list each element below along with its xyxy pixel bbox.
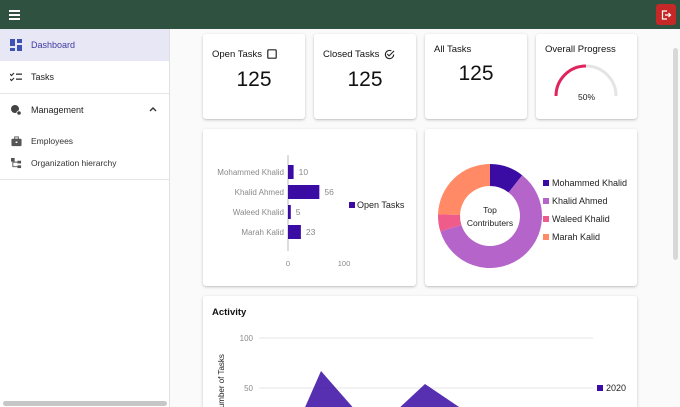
bar xyxy=(288,225,301,239)
donut-slice xyxy=(438,214,462,232)
divider xyxy=(0,179,169,180)
y-tick-label: Mohammed Khalid xyxy=(217,168,284,177)
donut-slice xyxy=(438,164,490,215)
sidebar: Dashboard Tasks Management Employees Org… xyxy=(0,29,170,407)
sidebar-item-label: Tasks xyxy=(31,72,55,82)
checklist-icon xyxy=(10,71,22,83)
legend-swatch xyxy=(597,385,603,391)
area-segment xyxy=(305,371,353,407)
check-circle-icon xyxy=(383,48,395,60)
sidebar-item-tasks[interactable]: Tasks xyxy=(0,61,169,93)
overall-progress-title: Overall Progress xyxy=(545,44,616,55)
x-tick-label: 100 xyxy=(338,259,351,268)
legend-swatch xyxy=(543,234,549,240)
bar xyxy=(288,165,294,179)
briefcase-icon xyxy=(10,135,22,147)
activity-chart-card: Activity 100 50 Number of Tasks 2020 xyxy=(203,296,637,407)
y-tick-label: 50 xyxy=(244,384,253,393)
divider xyxy=(0,93,169,94)
sidebar-sub-label: Organization hierarchy xyxy=(31,158,117,168)
donut-center-label-line1: Top xyxy=(483,205,497,215)
legend-swatch xyxy=(543,198,549,204)
legend-label: Mohammed Khalid xyxy=(552,178,627,188)
sidebar-horizontal-scrollbar[interactable] xyxy=(3,401,167,406)
stat-title-label: Open Tasks xyxy=(212,48,262,60)
sidebar-item-employees[interactable]: Employees xyxy=(0,131,169,151)
legend-swatch xyxy=(349,202,355,208)
logout-icon[interactable] xyxy=(656,4,676,25)
sidebar-item-dashboard[interactable]: Dashboard xyxy=(0,29,169,61)
legend-label: Open Tasks xyxy=(357,200,405,210)
donut-slice xyxy=(490,164,523,193)
progress-percent: 50% xyxy=(577,92,595,102)
legend-label: Waleed Khalid xyxy=(552,214,610,224)
open-tasks-card: Open Tasks 125 xyxy=(203,34,305,119)
all-tasks-card: All Tasks 125 xyxy=(425,34,527,119)
top-contributors-donut-chart: Top Contributers Mohammed Khalid Khalid Ahm… xyxy=(438,164,627,268)
bar-data-label: 5 xyxy=(296,207,301,217)
sidebar-item-label: Management xyxy=(31,105,84,115)
overall-progress-card: Overall Progress 50% xyxy=(536,34,637,119)
x-tick-label: 0 xyxy=(286,259,290,268)
sidebar-sub-label: Employees xyxy=(31,136,74,146)
y-tick-label: Marah Kalid xyxy=(241,228,284,237)
y-tick-label: 100 xyxy=(240,334,254,343)
bar-data-label: 56 xyxy=(324,187,334,197)
open-tasks-title: Open Tasks xyxy=(212,48,278,60)
sidebar-item-label: Dashboard xyxy=(31,40,76,50)
closed-tasks-card: Closed Tasks 125 xyxy=(314,34,416,119)
sidebar-item-management[interactable]: Management xyxy=(0,94,169,126)
bar xyxy=(288,205,291,219)
y-tick-label: Khalid Ahmed xyxy=(235,188,284,197)
dashboard-icon xyxy=(10,39,22,51)
y-axis-label: Number of Tasks xyxy=(217,354,226,407)
closed-tasks-title: Closed Tasks xyxy=(323,48,395,60)
activity-area-chart: 100 50 Number of Tasks 2020 xyxy=(217,334,626,407)
closed-tasks-value: 125 xyxy=(347,68,383,91)
open-tasks-bar-chart: Mohammed Khalid 10 Khalid Ahmed 56 Waleed Kh… xyxy=(217,155,405,268)
y-tick-label: Waleed Khalid xyxy=(233,208,284,217)
bar xyxy=(288,185,320,199)
hierarchy-icon xyxy=(10,157,22,169)
legend-label: Marah Kalid xyxy=(552,232,600,242)
activity-title: Activity xyxy=(212,307,247,318)
progress-gauge xyxy=(554,64,618,97)
open-tasks-bar-chart-card: Mohammed Khalid 10 Khalid Ahmed 56 Waleed Kh… xyxy=(203,129,416,286)
top-contributors-chart-card: Top Contributers Mohammed Khalid Khalid Ahm… xyxy=(425,129,637,286)
area-segment xyxy=(400,384,460,407)
legend-swatch xyxy=(543,216,549,222)
donut-center-label-line2: Contributers xyxy=(467,218,513,228)
all-tasks-title: All Tasks xyxy=(434,44,472,55)
top-app-bar xyxy=(0,0,680,29)
management-icon xyxy=(10,104,22,116)
checkbox-icon xyxy=(266,48,278,60)
main-vertical-scrollbar[interactable] xyxy=(673,48,678,260)
all-tasks-value: 125 xyxy=(458,62,494,85)
open-tasks-value: 125 xyxy=(236,68,272,91)
bar-data-label: 23 xyxy=(306,227,316,237)
donut-slice xyxy=(440,175,542,268)
menu-icon[interactable] xyxy=(6,6,23,23)
stat-title-label: Closed Tasks xyxy=(323,48,380,60)
sidebar-item-organization-hierarchy[interactable]: Organization hierarchy xyxy=(0,153,169,173)
chevron-up-icon[interactable] xyxy=(148,104,158,116)
legend-label: 2020 xyxy=(606,383,626,393)
bar-data-label: 10 xyxy=(299,167,309,177)
gauge-fill xyxy=(554,64,618,97)
legend-label: Khalid Ahmed xyxy=(552,196,608,206)
legend-swatch xyxy=(543,180,549,186)
